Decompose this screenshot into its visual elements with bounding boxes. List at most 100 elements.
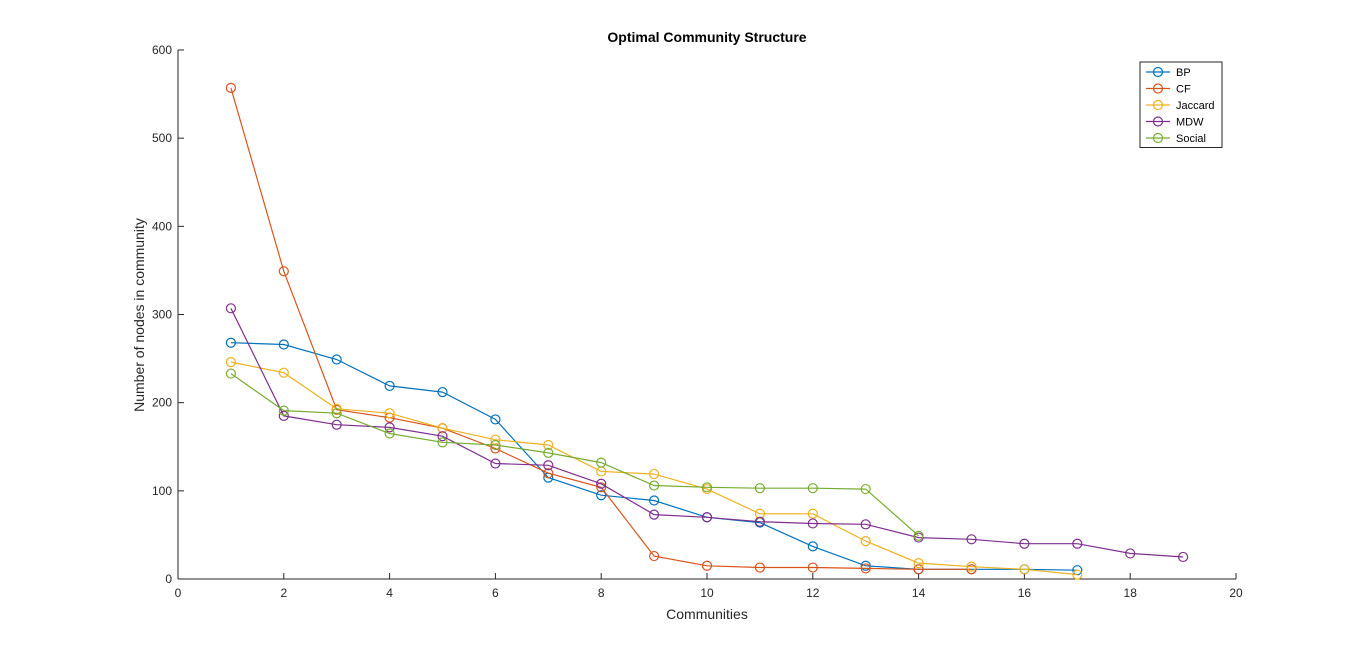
data-point-mdw — [596, 478, 607, 489]
legend-label-cf: CF — [1176, 84, 1191, 96]
x-tick-label: 20 — [1229, 586, 1243, 600]
data-point-cf — [966, 564, 977, 575]
data-point-social — [278, 405, 289, 416]
data-point-mdw — [278, 410, 289, 421]
plot-area — [225, 82, 1189, 580]
data-point-mdw — [807, 518, 818, 529]
legend-marker-cf — [1152, 83, 1164, 94]
data-point-bp — [437, 386, 448, 398]
data-point-cf — [913, 564, 924, 575]
legend-marker-jaccard — [1152, 99, 1164, 111]
series-line-jaccard — [230, 361, 1078, 576]
data-point-jaccard — [913, 558, 924, 569]
x-tick-label: 0 — [175, 586, 182, 600]
data-point-bp — [490, 414, 501, 425]
data-point-cf — [596, 482, 607, 493]
x-tick-label: 18 — [1124, 586, 1138, 600]
legend-label-bp: BP — [1176, 67, 1191, 79]
data-point-social — [754, 483, 766, 494]
data-point-jaccard — [754, 508, 766, 519]
legend-item-mdw: MDW — [1146, 116, 1204, 129]
data-point-bp — [225, 337, 236, 348]
data-point-mdw — [754, 516, 766, 527]
chart-title: Optimal Community Structure — [607, 29, 806, 45]
legend-marker-social — [1152, 132, 1164, 144]
legend-label-jaccard: Jaccard — [1176, 100, 1215, 112]
data-point-jaccard — [1019, 564, 1030, 575]
data-point-social — [225, 368, 236, 379]
data-point-cf — [807, 562, 818, 573]
data-point-social — [648, 480, 660, 491]
legend-label-social: Social — [1176, 133, 1206, 145]
data-point-mdw — [701, 512, 713, 523]
data-point-cf — [225, 82, 236, 94]
data-point-cf — [543, 468, 554, 479]
legend: BP CF Jaccard MDW Social — [1139, 61, 1223, 148]
data-point-social — [860, 483, 871, 495]
data-point-mdw — [1072, 538, 1083, 549]
legend-item-cf: CF — [1146, 83, 1191, 96]
data-point-social — [807, 483, 818, 494]
data-point-social — [596, 457, 607, 468]
data-point-jaccard — [860, 535, 871, 547]
x-tick-label: 14 — [912, 586, 926, 600]
data-point-bp — [596, 490, 607, 501]
x-axis-label: Communities — [666, 606, 748, 622]
data-point-mdw — [1177, 551, 1189, 563]
data-point-bp — [278, 339, 289, 350]
y-tick-label: 400 — [152, 219, 172, 233]
series-mdw — [225, 303, 1189, 563]
data-point-jaccard — [1072, 569, 1083, 580]
data-point-social — [543, 447, 554, 459]
data-point-cf — [278, 266, 289, 277]
data-point-jaccard — [490, 434, 501, 445]
data-point-social — [437, 437, 448, 448]
series-line-mdw — [230, 308, 1184, 558]
data-point-cf — [701, 560, 713, 571]
data-point-cf — [860, 563, 871, 574]
x-tick-label: 12 — [806, 586, 820, 600]
legend-marker-mdw — [1152, 116, 1164, 127]
y-tick-label: 0 — [165, 572, 172, 586]
data-point-bp — [384, 380, 395, 392]
x-tick-label: 8 — [598, 586, 605, 600]
data-point-mdw — [966, 534, 977, 545]
legend-item-bp: BP — [1146, 66, 1191, 79]
data-point-jaccard — [384, 408, 395, 419]
x-tick-label: 16 — [1018, 586, 1032, 600]
data-point-jaccard — [225, 357, 236, 368]
data-point-mdw — [1019, 538, 1030, 549]
data-point-jaccard — [648, 468, 660, 480]
data-point-jaccard — [437, 423, 448, 434]
series-line-cf — [230, 87, 972, 570]
data-point-bp — [1072, 565, 1083, 576]
y-tick-label: 300 — [152, 308, 172, 322]
data-point-social — [331, 408, 342, 419]
x-tick-label: 4 — [386, 586, 393, 600]
data-point-social — [701, 482, 713, 493]
data-point-mdw — [490, 458, 501, 469]
series-social — [225, 368, 924, 541]
x-tick-label: 6 — [492, 586, 499, 600]
x-tick-label: 2 — [280, 586, 287, 600]
data-point-cf — [648, 550, 660, 562]
data-point-mdw — [860, 519, 871, 530]
y-tick-label: 200 — [152, 396, 172, 410]
data-point-jaccard — [278, 367, 289, 378]
data-point-mdw — [225, 303, 236, 314]
data-point-jaccard — [966, 561, 977, 572]
data-point-social — [913, 530, 924, 541]
data-point-mdw — [648, 509, 660, 520]
data-point-bp — [807, 541, 818, 552]
data-point-bp — [860, 560, 871, 571]
legend-label-mdw: MDW — [1176, 117, 1204, 129]
data-point-bp — [331, 354, 342, 365]
y-tick-label: 100 — [152, 484, 172, 498]
data-point-mdw — [1125, 548, 1136, 559]
data-point-mdw — [543, 460, 554, 471]
data-point-social — [384, 428, 395, 439]
